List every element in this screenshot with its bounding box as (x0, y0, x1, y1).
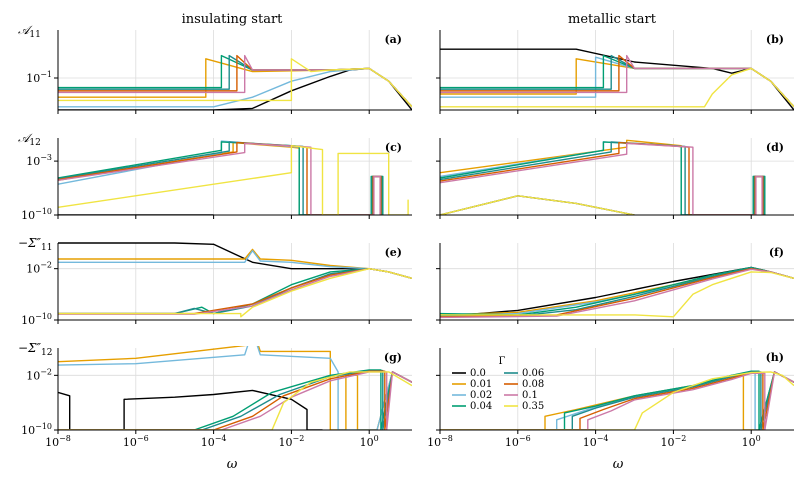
panel-c: 10−3 10−10 𝒜12 (c) (18, 131, 412, 222)
series-line-0.04 (440, 266, 794, 316)
panel-d: (d) (436, 138, 794, 219)
legend-label-0.01: 0.01 (470, 379, 492, 390)
y-tick-label: 10−10 (21, 312, 52, 327)
series-line-0.02 (440, 56, 794, 108)
series-line-0.06 (58, 141, 383, 215)
series-line-0.1 (58, 54, 412, 108)
x-tick-label: 10−2 (279, 434, 305, 449)
y-tick-label: 10−1 (26, 70, 52, 85)
legend-label-0.08: 0.08 (522, 379, 544, 390)
series-group (58, 54, 412, 110)
y-tick-label: 10−2 (26, 261, 52, 276)
panel-tag: (e) (385, 246, 402, 259)
series-line-0.1 (58, 371, 412, 430)
y-axis-label: −Σ″11 (18, 236, 52, 253)
series-line-0.1 (58, 142, 381, 215)
legend-label-0.06: 0.06 (522, 368, 544, 379)
legend-label-0.35: 0.35 (522, 401, 544, 412)
legend-label-0.0: 0.0 (470, 368, 486, 379)
x-axis-label-right: ω (613, 457, 624, 472)
series-group (440, 370, 794, 430)
panel-tag: (g) (384, 351, 402, 364)
series-line-0.04 (58, 54, 412, 108)
y-axis-label: −Σ″12 (18, 341, 52, 358)
panel-tag: (b) (766, 33, 784, 46)
series-line-0.04 (58, 369, 412, 430)
y-tick-label: 10−10 (21, 207, 52, 222)
series-line-0.1 (440, 142, 763, 215)
legend-label-0.02: 0.02 (470, 390, 492, 401)
series-line-0.06 (440, 141, 765, 215)
column-title-right: metallic start (568, 12, 657, 27)
panel-tag: (f) (769, 246, 784, 259)
series-line-0.35 (440, 271, 794, 318)
series-line-0.0 (58, 389, 323, 430)
series-line-0.08 (58, 54, 412, 108)
x-tick-label: 10−4 (583, 434, 609, 449)
series-line-0.01 (58, 58, 412, 108)
series-line-0.35 (58, 58, 412, 108)
panel-b: (b) (436, 30, 794, 114)
legend-label-0.04: 0.04 (470, 401, 492, 412)
series-line-0.35 (440, 67, 794, 108)
panel-a: 10−1 𝒜11 (a) (18, 23, 412, 114)
series-line-0.06 (58, 369, 412, 430)
legend-label-0.1: 0.1 (522, 390, 538, 401)
series-group (58, 346, 412, 430)
panel-h: 10−8 10−6 10−4 10−2 100 (h) (427, 348, 794, 449)
series-line-0.01 (58, 141, 323, 215)
legend-title: Γ (499, 356, 506, 367)
series-line-0.04 (440, 370, 794, 430)
panel-tag: (a) (384, 33, 402, 46)
series-line-0.08 (58, 268, 412, 315)
y-tick-label: 10−2 (26, 367, 52, 382)
series-line-0.06 (58, 54, 412, 108)
series-group (440, 139, 766, 215)
x-tick-label: 100 (360, 434, 379, 449)
series-line-0.35 (58, 371, 412, 430)
series-group (58, 140, 409, 215)
series-line-0.02 (58, 140, 319, 215)
series-group (440, 48, 794, 110)
panel-e: 10−2 10−10 −Σ″11 (e) (18, 236, 412, 327)
x-tick-label: 10−8 (427, 434, 453, 449)
series-line-0.01 (440, 58, 794, 108)
panels-group: 10−1 𝒜11 (a) (b) 10−3 10−10 𝒜12 (c) (d) 10−2 10−10… (18, 23, 794, 449)
y-axis-label: 𝒜11 (18, 23, 41, 40)
x-tick-label: 10−6 (505, 434, 531, 449)
legend: Γ 0.00.010.020.04 0.060.080.10.35 (452, 356, 544, 412)
column-title-left: insulating start (182, 12, 284, 27)
y-tick-label: 10−3 (26, 153, 52, 168)
y-axis-label: 𝒜12 (18, 131, 41, 148)
x-tick-label: 10−6 (123, 434, 149, 449)
series-line-0.35 (440, 371, 794, 430)
panel-f: (f) (436, 243, 794, 324)
panel-tag: (h) (766, 351, 784, 364)
series-group (58, 242, 412, 318)
x-tick-label: 10−8 (45, 434, 71, 449)
series-line-0.35 (440, 195, 635, 215)
x-axis-label-left: ω (227, 457, 238, 472)
x-tick-label: 10−2 (661, 434, 687, 449)
series-line-0.35 (58, 268, 412, 318)
series-group (440, 266, 794, 319)
panel-g: 10−8 10−6 10−4 10−2 100 10−2 10−10 −Σ″12 (g) (18, 341, 412, 449)
series-line-0.08 (58, 370, 412, 430)
panel-tag: (d) (766, 141, 784, 154)
series-line-0.1 (440, 371, 794, 430)
series-line-0.0 (58, 242, 412, 279)
x-tick-label: 100 (742, 434, 761, 449)
y-tick-label: 10−10 (21, 422, 52, 437)
panel-tag: (c) (385, 141, 402, 154)
series-line-0.35 (58, 144, 409, 215)
x-tick-label: 10−4 (201, 434, 227, 449)
